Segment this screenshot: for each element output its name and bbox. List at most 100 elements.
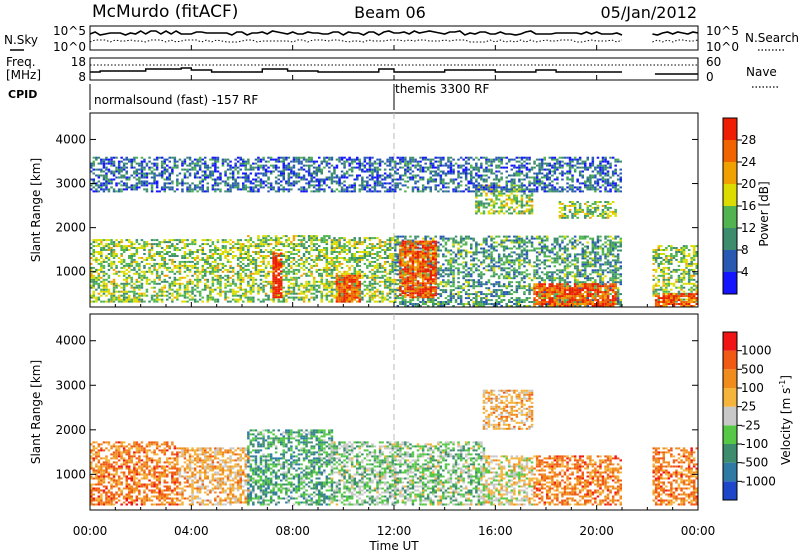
power-cell [477,305,481,307]
power-cell [599,279,602,282]
power-cell [135,278,139,281]
power-cell [178,288,182,291]
power-cell [135,296,139,299]
power-cell [234,247,237,249]
power-cell [695,280,698,283]
power-cell [586,255,589,258]
power-cell [229,270,232,273]
power-cell [173,264,177,267]
power-cell [348,268,351,271]
power-cell [616,303,620,305]
power-cell [290,286,293,289]
power-cell [680,288,683,291]
power-cell [221,270,225,273]
power-cell [432,293,435,296]
power-cell [563,249,567,252]
power-cell [464,255,468,258]
power-cell [302,235,306,238]
power-cell [242,262,245,265]
power-cell [254,247,258,249]
power-cell [568,201,572,203]
power-cell [153,264,156,267]
power-cell [188,186,192,189]
power-cell [105,176,108,179]
power-cell [204,260,207,263]
power-cell [257,243,260,246]
power-cell [335,251,339,253]
power-cell [573,265,577,268]
power-cell [530,212,534,215]
power-cell [236,241,240,244]
power-cell [497,253,501,256]
power-cell [125,178,128,181]
power-cell [611,249,615,252]
power-cell [315,235,318,238]
power-cell [140,156,144,159]
power-cell [328,294,331,297]
power-cell [292,288,296,291]
power-cell [563,275,567,278]
power-cell [122,286,126,289]
power-cell [95,257,98,259]
power-cell [510,198,513,201]
power-cell [690,268,693,271]
power-cell [515,239,519,242]
power-cell [487,263,491,266]
power-cell [267,255,270,257]
power-cell [467,303,470,305]
power-cell [229,249,232,251]
power-cell [264,298,268,301]
power-cell [188,164,192,167]
power-cell [264,257,268,259]
power-cell [262,270,265,273]
nave-tick-bottom: 0 [706,70,714,84]
power-cell [340,249,344,251]
power-cell [186,292,189,295]
power-cell [176,178,179,181]
power-cell [135,241,139,244]
power-cell [148,268,151,271]
power-cell [459,301,463,303]
power-cell [670,249,673,251]
power-cell [171,188,174,191]
power-cell [168,182,171,185]
power-cell [105,188,108,191]
power-cell [191,166,194,169]
power-cell [340,251,344,253]
power-cell [576,273,579,276]
power-cell [528,305,531,307]
power-cell [383,282,387,285]
power-cell [462,237,465,240]
power-cell [442,275,445,278]
power-cell [112,280,116,283]
power-cell [307,282,311,285]
power-cell [340,280,344,283]
power-cell [257,253,260,255]
power-cell [667,268,671,271]
power-cell [437,241,440,244]
power-cell [100,184,103,187]
power-cell [606,255,610,258]
power-cell [571,202,574,205]
power-cell [437,285,440,288]
power-cell [176,174,179,177]
power-cell [388,257,392,259]
power-cell [166,158,169,161]
power-cell [667,278,671,281]
power-cell [682,282,686,285]
power-cell [558,214,562,217]
power-cell [117,190,121,193]
power-cell [492,259,496,262]
power-cell [315,257,318,259]
power-cell [619,261,622,264]
power-cell [535,259,539,262]
power-cell [525,269,529,272]
power-cell [145,190,149,193]
power-cell [155,168,159,171]
power-cell [100,290,103,293]
power-cell [386,257,389,259]
power-cell [480,299,483,302]
power-cell [216,249,220,251]
power-cell [138,262,141,265]
power-cell [168,284,171,287]
